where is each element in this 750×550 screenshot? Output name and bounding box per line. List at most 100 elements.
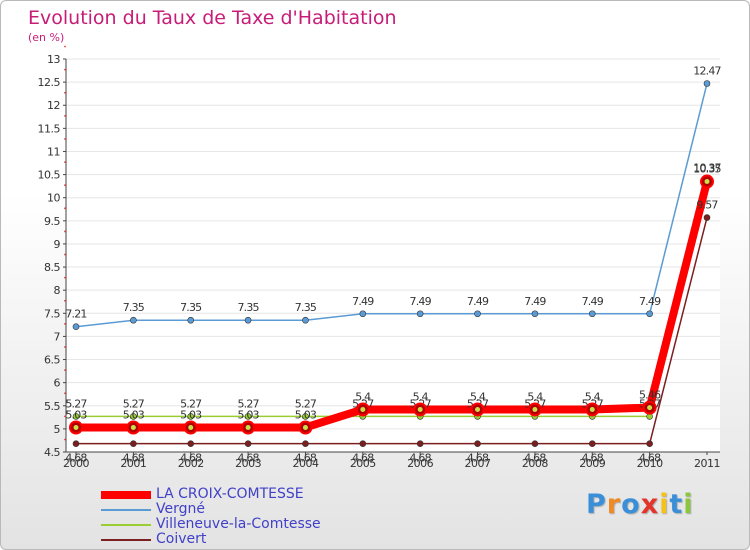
x-tick-label: 2004 — [292, 457, 318, 470]
data-point — [588, 310, 596, 318]
data-point — [302, 413, 309, 420]
y-axis-dot — [64, 392, 66, 395]
y-axis-dot — [64, 299, 66, 302]
data-label: 7.35 — [123, 301, 145, 314]
data-point-core — [417, 406, 423, 412]
data-point-core — [302, 424, 308, 430]
series-line-0 — [76, 180, 711, 432]
data-point — [187, 316, 195, 324]
data-label: 4.68 — [524, 452, 546, 465]
data-label: 5.46 — [639, 389, 661, 402]
x-tick-label: 2005 — [350, 457, 376, 470]
data-label: 7.35 — [237, 301, 259, 314]
y-axis-dot — [64, 369, 66, 372]
y-axis-dot — [64, 45, 66, 48]
series-line-3 — [76, 217, 708, 445]
data-label: 4.68 — [639, 452, 661, 465]
y-tick-label: 6 — [54, 377, 61, 390]
data-label: 4.68 — [65, 452, 87, 465]
data-point — [416, 440, 424, 447]
data-point — [703, 80, 711, 87]
data-label: 4.68 — [410, 452, 432, 465]
chart-title: Evolution du Taux de Taxe d'Habitation — [28, 7, 397, 29]
data-point-core — [73, 424, 79, 430]
y-tick-label: 8.5 — [44, 261, 60, 274]
y-axis-dot — [64, 207, 66, 210]
y-axis-dot — [64, 68, 66, 71]
data-point — [474, 440, 481, 447]
data-point — [72, 440, 80, 447]
data-label: 7.35 — [180, 301, 202, 314]
data-label: 5.27 — [295, 397, 317, 410]
data-point — [588, 440, 596, 447]
y-tick-label: 5 — [54, 423, 61, 436]
data-point — [531, 310, 539, 318]
y-axis-dot — [64, 91, 66, 94]
data-point — [72, 323, 80, 331]
data-point — [646, 440, 653, 447]
data-point — [359, 310, 367, 318]
y-axis-dot — [64, 184, 66, 187]
data-label: 5.4 — [355, 390, 371, 403]
x-tick-label: 2002 — [178, 457, 204, 470]
data-point — [187, 440, 195, 447]
data-label: 5.4 — [470, 390, 486, 403]
data-label: 4.68 — [123, 452, 145, 465]
data-point-core — [475, 406, 481, 412]
data-point — [130, 440, 137, 447]
data-label: 5.27 — [65, 397, 87, 410]
data-label: 4.68 — [237, 452, 259, 465]
data-label: 5.03 — [123, 408, 145, 421]
data-label: 4.68 — [180, 452, 202, 465]
x-tick-label: 2008 — [522, 457, 548, 470]
chart-subtitle: (en %) — [28, 31, 65, 44]
data-label: 4.68 — [582, 452, 604, 465]
data-point-core — [188, 424, 194, 430]
data-point-core — [532, 406, 538, 412]
data-point — [302, 440, 309, 447]
y-axis-dot — [64, 323, 66, 325]
y-axis-dot — [64, 161, 66, 163]
data-label: 5.4 — [585, 390, 601, 403]
data-point — [130, 413, 137, 420]
data-label: 5.03 — [237, 408, 259, 421]
legend-swatch-la-croix-comtesse — [101, 491, 151, 499]
y-tick-label: 9 — [54, 238, 61, 251]
y-axis-dot — [64, 138, 66, 140]
data-point — [244, 440, 252, 447]
y-tick-label: 10.5 — [38, 169, 61, 182]
y-tick-label: 7.5 — [44, 307, 60, 320]
data-point-core — [647, 405, 653, 411]
logo-letter: x — [640, 489, 660, 520]
data-point — [244, 413, 252, 420]
data-label: 10.35 — [693, 163, 721, 176]
x-tick-label: 2010 — [637, 457, 663, 470]
data-label: 7.21 — [65, 308, 86, 321]
x-tick-label: 2011 — [694, 457, 720, 470]
y-axis-dot — [64, 253, 66, 256]
y-axis-dot — [64, 438, 66, 441]
proxiti-logo: Proxiti — [586, 489, 694, 520]
series-line-2 — [76, 180, 708, 418]
data-label: 9.57 — [696, 199, 718, 212]
logo-letter: i — [683, 489, 694, 520]
data-label: 4.68 — [352, 452, 374, 465]
y-tick-label: 10 — [47, 192, 60, 205]
data-point-core — [130, 424, 136, 430]
y-tick-label: 12.5 — [38, 76, 61, 89]
data-label: 5.27 — [123, 397, 145, 410]
y-axis-dot — [64, 415, 66, 418]
data-label: 5.27 — [180, 397, 202, 410]
data-label: 7.49 — [352, 295, 374, 308]
legend-label: Villeneuve-la-Comtesse — [156, 516, 321, 532]
data-point — [72, 413, 80, 420]
data-label: 5.03 — [295, 408, 317, 421]
y-tick-label: 8 — [54, 284, 61, 297]
logo-letter: i — [659, 489, 670, 520]
data-point — [244, 316, 252, 324]
data-point — [531, 440, 539, 447]
data-point — [646, 310, 653, 318]
x-tick-label: 2007 — [465, 457, 491, 470]
legend-swatch-villeneuve — [101, 524, 151, 526]
